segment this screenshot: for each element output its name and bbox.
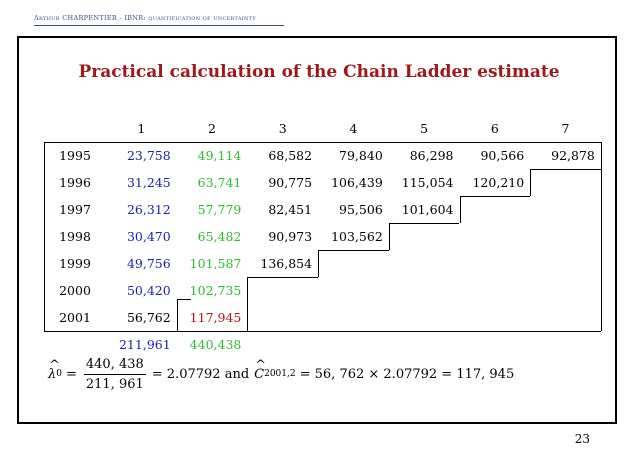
- column-header: 5: [420, 121, 429, 136]
- staircase-vertical: [247, 304, 249, 331]
- column-header: 1: [137, 121, 146, 136]
- table-top-rule: [44, 142, 601, 143]
- sum-cell: 440,438: [189, 337, 242, 352]
- slide-frame: [17, 36, 617, 424]
- table-cell: 63,741: [197, 175, 242, 190]
- table-cell: 95,506: [339, 202, 383, 217]
- formula-tail: = 56, 762 × 2.07792 = 117, 945: [299, 366, 515, 382]
- column-header: 4: [349, 121, 358, 136]
- table-cell: 120,210: [472, 175, 525, 190]
- table-cell: 102,735: [189, 283, 242, 298]
- table-right-rule: [600, 142, 602, 331]
- row-year: 1997: [59, 202, 91, 217]
- staircase-horizontal: [318, 250, 389, 251]
- lambda-subscript: 0: [56, 369, 62, 379]
- table-cell: 49,114: [197, 148, 242, 163]
- table-cell: 115,054: [401, 175, 454, 190]
- table-cell: 68,582: [268, 148, 313, 163]
- slide-title: Practical calculation of the Chain Ladde…: [78, 62, 560, 82]
- table-cell: 50,420: [126, 283, 171, 298]
- table-cell: 103,562: [331, 229, 383, 244]
- slide-header: Arthur CHARPENTIER - IBNR: quantificatio…: [34, 14, 256, 22]
- table-cell: 101,587: [189, 256, 242, 271]
- row-year: 1998: [59, 229, 91, 244]
- staircase-horizontal: [459, 196, 531, 197]
- fraction-numerator: 440, 438: [83, 357, 146, 375]
- lambda-hat-symbol: λ: [48, 358, 60, 382]
- row-year: 1999: [59, 256, 91, 271]
- table-cell: 101,604: [401, 202, 454, 217]
- table-left-rule: [44, 142, 45, 331]
- table-cell: 23,758: [126, 148, 171, 163]
- table-bottom-rule: [44, 331, 601, 332]
- column-header: 2: [208, 121, 216, 136]
- staircase-horizontal: [247, 277, 319, 278]
- table-cell: 56,762: [126, 310, 171, 325]
- row-year: 1996: [59, 175, 91, 190]
- table-cell: 90,775: [268, 175, 313, 190]
- staircase-horizontal: [530, 169, 601, 170]
- table-cell: 49,756: [126, 256, 171, 271]
- staircase-vertical: [318, 250, 320, 277]
- table-cell: 106,439: [331, 175, 383, 190]
- header-rule: [34, 25, 284, 26]
- column-header: 3: [278, 121, 287, 136]
- page-number: 23: [574, 432, 590, 446]
- fraction-denominator: 211, 961: [85, 376, 144, 392]
- lambda-fraction: 440, 438 211, 961: [83, 357, 146, 392]
- table-cell: 65,482: [197, 229, 242, 244]
- c-hat-symbol: C: [254, 358, 266, 382]
- estimate-box-left: [176, 299, 178, 331]
- table-cell: 86,298: [409, 148, 454, 163]
- header-separator: -: [117, 14, 125, 22]
- column-header: 6: [490, 121, 499, 136]
- table-cell: 90,566: [480, 148, 525, 163]
- table-cell: 117,945: [189, 310, 242, 325]
- formula: λ0 = 440, 438 211, 961 = 2.07792 and C20…: [48, 352, 514, 396]
- column-header: 7: [561, 121, 570, 136]
- header-topic: IBNR: quantification of uncertainty: [124, 14, 256, 22]
- staircase-horizontal: [388, 223, 460, 224]
- row-year: 2001: [59, 310, 91, 325]
- staircase-vertical: [247, 277, 249, 304]
- sum-cell: 211,961: [118, 337, 171, 352]
- header-author: Arthur CHARPENTIER: [34, 14, 118, 22]
- estimate-box-top: [176, 299, 191, 300]
- table-cell: 79,840: [339, 148, 383, 163]
- c-subscript: 2001,2: [264, 369, 296, 379]
- table-cell: 92,878: [551, 148, 595, 163]
- table-cell: 82,451: [268, 202, 313, 217]
- staircase-vertical: [459, 196, 461, 223]
- table-cell: 31,245: [126, 175, 171, 190]
- row-year: 1995: [59, 148, 91, 163]
- table-cell: 90,973: [268, 229, 313, 244]
- table-cell: 136,854: [260, 256, 313, 271]
- table-cell: 57,779: [197, 202, 242, 217]
- table-cell: 30,470: [126, 229, 171, 244]
- staircase-vertical: [530, 169, 532, 196]
- row-year: 2000: [59, 283, 91, 298]
- formula-equals: =: [65, 366, 77, 382]
- staircase-vertical: [388, 223, 390, 250]
- table-cell: 26,312: [126, 202, 171, 217]
- formula-result: = 2.07792 and: [151, 366, 250, 382]
